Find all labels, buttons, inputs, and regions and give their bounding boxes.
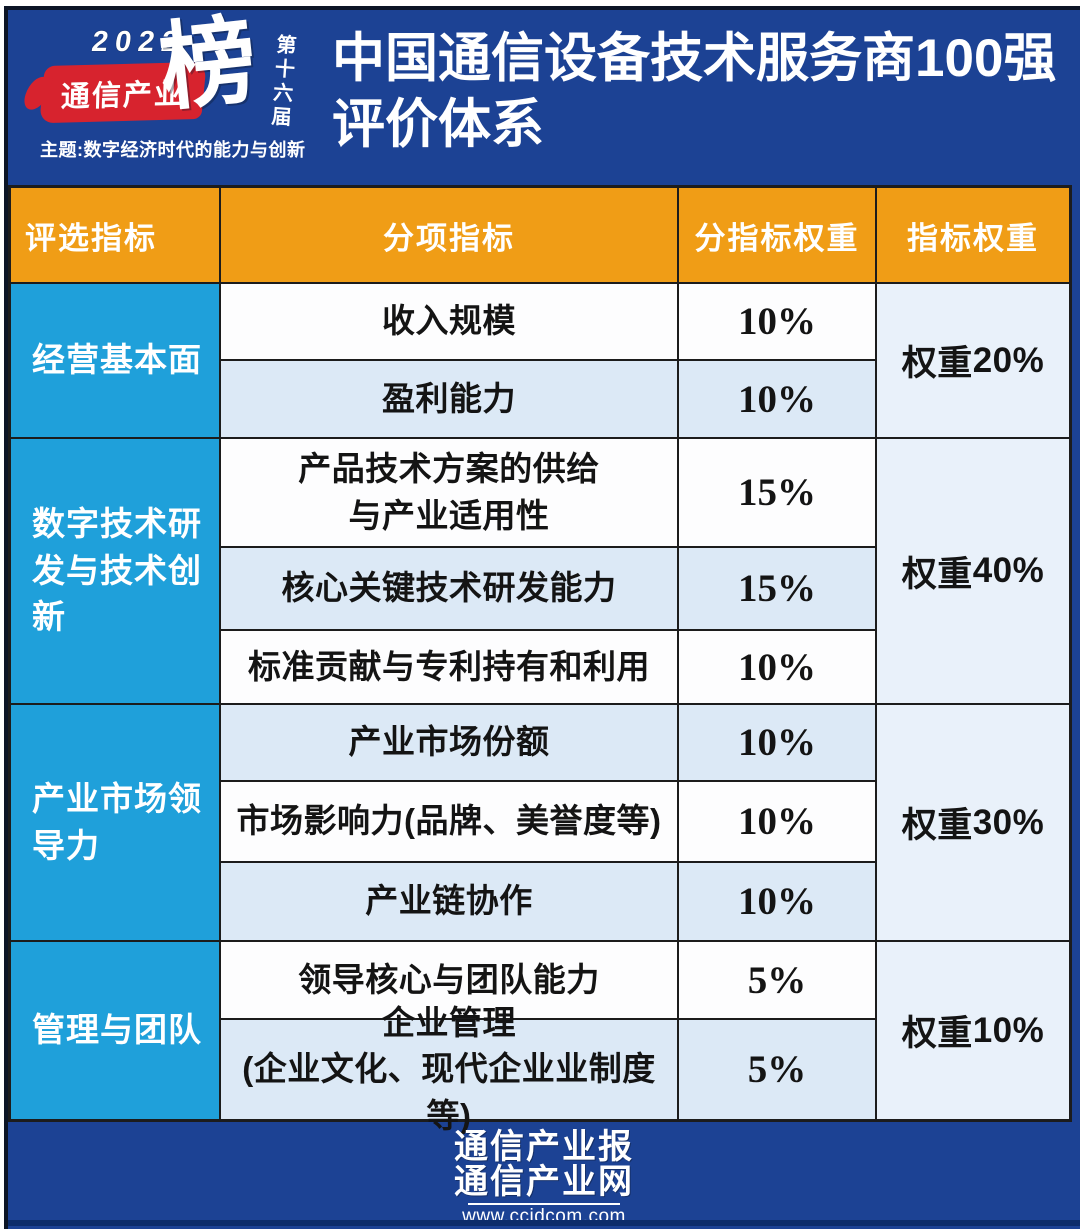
section-weight-cell: 权重 10% <box>877 942 1069 1119</box>
poster-canvas: 2022 通信产业 榜 第十六届 主题:数字经济时代的能力与创新 中国通信设备技… <box>4 2 1080 1229</box>
sub-weight-cell: 10% <box>679 863 875 940</box>
masthead: 2022 通信产业 榜 第十六届 主题:数字经济时代的能力与创新 中国通信设备技… <box>8 2 1080 185</box>
weight-prefix: 权重 <box>901 554 973 594</box>
weight-value: 20% <box>972 340 1045 380</box>
page-title-line2: 评价体系 <box>332 95 544 154</box>
col-header-indicator-weight: 指标权重 <box>877 188 1069 282</box>
weight-prefix: 权重 <box>901 344 973 383</box>
sub-indicator-cell: 市场影响力(品牌、美誉度等) <box>221 782 677 861</box>
footer-brand-line2: 通信产业网 <box>454 1163 634 1201</box>
sub-indicator-cell: 企业管理 (企业文化、现代企业业制度等) <box>221 1004 677 1134</box>
weight-prefix: 权重 <box>901 806 973 845</box>
category-cell: 经营基本面 <box>11 284 219 437</box>
sub-indicator-cell: 领导核心与团队能力 <box>221 942 677 1018</box>
col-header-selection-indicator: 评选指标 <box>11 188 219 282</box>
sub-weight-cell: 5% <box>679 1020 875 1119</box>
footer-bottom-band <box>8 1220 1080 1226</box>
logo-theme-text: 主题:数字经济时代的能力与创新 <box>40 140 306 160</box>
footer-divider <box>468 1203 620 1205</box>
logo-edition-text: 第十六届 <box>267 33 298 131</box>
weight-value: 30% <box>972 802 1045 842</box>
sub-weight-cell: 10% <box>679 631 875 703</box>
evaluation-table: 评选指标 分项指标 分指标权重 指标权重 经营基本面 收入规模 10% 盈利能力… <box>8 185 1072 1134</box>
sub-weight-cell: 15% <box>679 548 875 629</box>
weight-prefix: 权重 <box>901 1014 973 1053</box>
sub-weight-cell: 5% <box>679 942 875 1018</box>
weight-value: 40% <box>972 551 1045 590</box>
col-header-sub-indicator: 分项指标 <box>221 188 677 282</box>
section-weight-cell: 权重 20% <box>877 284 1069 437</box>
category-cell: 产业市场领导力 <box>11 705 219 940</box>
footer: 通信产业报 通信产业网 www.ccidcom.com <box>8 1122 1080 1229</box>
sub-weight-cell: 10% <box>679 361 875 437</box>
sub-indicator-cell: 标准贡献与专利持有和利用 <box>221 631 677 703</box>
page-title: 中国通信设备技术服务商100强 评价体系 <box>332 26 1056 158</box>
event-logo: 2022 通信产业 榜 第十六届 主题:数字经济时代的能力与创新 <box>34 2 324 180</box>
sub-weight-cell: 10% <box>679 705 875 780</box>
section-weight-cell: 权重 40% <box>877 439 1069 703</box>
logo-calligraphy-character: 榜 <box>154 2 262 125</box>
sub-weight-cell: 15% <box>679 439 875 546</box>
page-title-line1: 中国通信设备技术服务商100强 <box>332 29 1057 88</box>
sub-indicator-cell: 产业市场份额 <box>221 705 677 780</box>
sub-indicator-cell: 产品技术方案的供给 与产业适用性 <box>221 439 677 546</box>
sub-indicator-cell: 核心关键技术研发能力 <box>221 548 677 629</box>
sub-weight-cell: 10% <box>679 782 875 861</box>
sub-indicator-cell: 收入规模 <box>221 284 677 359</box>
weight-value: 10% <box>972 1010 1045 1050</box>
sub-weight-cell: 10% <box>679 284 875 359</box>
sub-indicator-cell: 盈利能力 <box>221 361 677 437</box>
category-cell: 管理与团队 <box>11 942 219 1119</box>
sub-indicator-cell: 产业链协作 <box>221 863 677 940</box>
col-header-sub-weight: 分指标权重 <box>679 188 875 282</box>
footer-brand-line1: 通信产业报 <box>454 1128 634 1166</box>
category-cell: 数字技术研发与技术创新 <box>11 439 219 703</box>
section-weight-cell: 权重 30% <box>877 705 1069 940</box>
